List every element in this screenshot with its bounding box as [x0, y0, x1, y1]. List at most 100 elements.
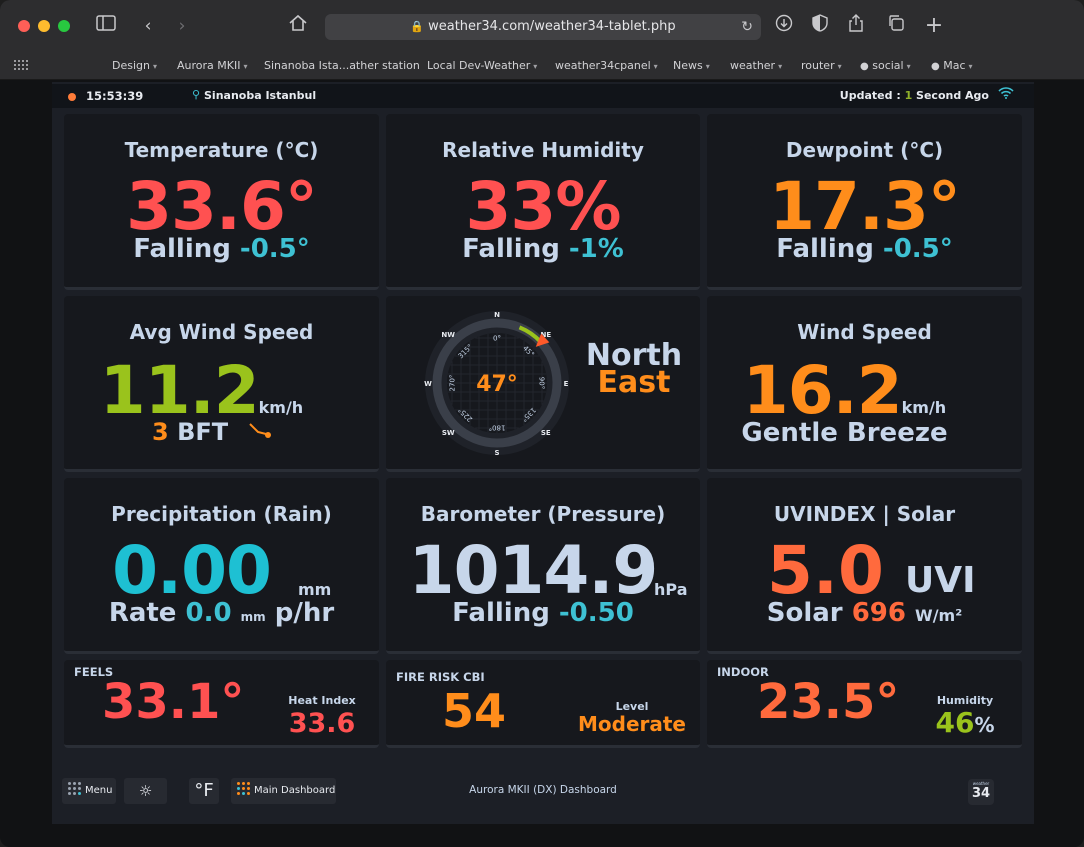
status-dot-icon	[68, 93, 76, 101]
weather34-logo[interactable]: weather 34	[968, 779, 994, 805]
fire-risk-card[interactable]: FIRE RISK CBI 54 Level Moderate	[386, 660, 700, 748]
wifi-icon	[998, 87, 1014, 103]
compass-cardinal-nw: NW	[441, 331, 455, 339]
compass-cardinal-n: N	[494, 311, 500, 319]
barometer-card[interactable]: Barometer (Pressure) 1014.9 hPa Falling …	[386, 478, 700, 654]
temperature-value: 33.6°	[126, 168, 318, 245]
tabs-overview-icon[interactable]	[884, 14, 908, 38]
address-bar[interactable]: 🔒 weather34.com/weather34-tablet.php ↻	[325, 14, 761, 40]
compass-cardinal-ne: NE	[540, 331, 551, 339]
minimize-window-button[interactable]	[38, 20, 50, 32]
avg-wind-unit: km/h	[258, 398, 304, 417]
avg-wind-title: Avg Wind Speed	[129, 320, 314, 344]
bookmark-sinanoba[interactable]: Sinanoba Ista...ather station	[264, 59, 420, 72]
dewpoint-trend: Falling -0.5°	[776, 234, 953, 264]
main-dashboard-button[interactable]: Main Dashboard	[231, 778, 336, 804]
bookmark-social[interactable]: ● social ▾	[860, 59, 911, 72]
barometer-value: 1014.9	[408, 532, 659, 609]
compass-degree-0: 0°	[493, 335, 501, 343]
indoor-temp-value: 23.5°	[757, 674, 900, 730]
bookmark-aurora[interactable]: Aurora MKII ▾	[177, 59, 248, 72]
bookmark-router[interactable]: router ▾	[801, 59, 842, 72]
rain-unit: mm	[298, 580, 332, 599]
dewpoint-title: Dewpoint (°C)	[785, 138, 944, 162]
theme-toggle-button[interactable]: ☼	[124, 778, 167, 804]
heat-index-label: Heat Index	[288, 694, 356, 707]
downloads-icon[interactable]	[772, 14, 796, 38]
bookmarks-grid-icon[interactable]	[14, 60, 28, 73]
reload-icon[interactable]: ↻	[741, 19, 753, 35]
weather-dashboard: 15:53:39 ⚲ Sinanoba Istanbul Updated : 1…	[52, 82, 1034, 824]
compass-cardinal-e: E	[564, 380, 569, 388]
feels-title: FEELS	[74, 665, 114, 679]
bookmark-local-dev[interactable]: Local Dev-Weather ▾	[427, 59, 538, 72]
browser-toolbar: ‹ › 🔒 weather34.com/weather34-tablet.php …	[0, 0, 1084, 80]
wind-speed-card[interactable]: Wind Speed 16.2km/h Gentle Breeze	[707, 296, 1022, 472]
clock: 15:53:39	[86, 89, 144, 103]
fire-level-value: Moderate	[577, 712, 686, 736]
menu-button[interactable]: Menu	[62, 778, 116, 804]
sidebar-toggle-icon[interactable]	[94, 14, 118, 38]
humidity-card[interactable]: Relative Humidity 33% Falling -1%	[386, 114, 700, 290]
heat-index-value: 33.6	[288, 708, 356, 739]
wind-speed-unit: km/h	[901, 398, 947, 417]
fire-risk-title: FIRE RISK CBI	[396, 670, 485, 684]
sun-icon: ☼	[138, 782, 153, 800]
privacy-shield-icon[interactable]	[808, 14, 832, 38]
fire-level-label: Level	[615, 700, 649, 713]
back-arrow-icon[interactable]: ‹	[144, 16, 152, 36]
avg-wind-card[interactable]: Avg Wind Speed 11.2km/h 3 BFT	[64, 296, 379, 472]
rain-rate: Rate 0.0 mm p/hr	[108, 598, 335, 628]
uv-unit: UVI	[905, 560, 976, 601]
compass-center-degrees: 47°	[476, 372, 518, 397]
barometer-trend: Falling -0.50	[452, 598, 634, 628]
bookmark-mac[interactable]: ● Mac ▾	[931, 59, 973, 72]
humidity-trend: Falling -1%	[462, 234, 624, 264]
bookmark-cpanel[interactable]: weather34cpanel ▾	[555, 59, 658, 72]
updated-status: Updated : 1 Second Ago	[839, 89, 989, 102]
url-text: weather34.com/weather34-tablet.php	[428, 19, 676, 34]
rain-card[interactable]: Precipitation (Rain) 0.00 mm Rate 0.0 mm…	[64, 478, 379, 654]
compass-cardinal-se: SE	[541, 429, 551, 437]
share-icon[interactable]	[844, 14, 868, 38]
wind-description: Gentle Breeze	[741, 418, 948, 448]
fire-risk-value: 54	[442, 684, 507, 738]
wind-sock-icon	[248, 422, 274, 446]
beaufort-scale: 3 BFT	[152, 418, 229, 446]
unit-toggle-button[interactable]: °F	[189, 778, 219, 804]
barometer-title: Barometer (Pressure)	[420, 502, 666, 526]
new-tab-icon[interactable]: +	[924, 13, 944, 38]
bookmark-weather[interactable]: weather ▾	[730, 59, 783, 72]
close-window-button[interactable]	[18, 20, 30, 32]
zoom-window-button[interactable]	[58, 20, 70, 32]
dewpoint-card[interactable]: Dewpoint (°C) 17.3° Falling -0.5°	[707, 114, 1022, 290]
lock-icon: 🔒	[410, 20, 425, 33]
wind-speed-title: Wind Speed	[797, 320, 932, 344]
uv-title: UVINDEX | Solar	[773, 502, 956, 526]
forward-arrow-icon[interactable]: ›	[178, 16, 186, 36]
compass-degree-90: 90°	[538, 377, 546, 389]
rain-title: Precipitation (Rain)	[111, 502, 332, 526]
compass-degree-180: 180°	[489, 424, 506, 432]
dashboard-footer-title: Aurora MKII (DX) Dashboard	[469, 784, 617, 796]
humidity-value: 33%	[465, 168, 622, 245]
dashboard-dots-icon	[237, 782, 251, 796]
bookmark-news[interactable]: News ▾	[673, 59, 710, 72]
rain-value: 0.00	[112, 532, 272, 609]
temperature-card[interactable]: Temperature (°C) 33.6° Falling -0.5°	[64, 114, 379, 290]
wind-direction-pointer	[535, 333, 550, 347]
home-icon[interactable]	[286, 14, 310, 38]
wind-direction-card[interactable]: N NE E SE S SW W NW 0° 45° 90° 135° 180° 225° 270° 315…	[386, 296, 700, 472]
uv-value: 5.0	[767, 532, 884, 609]
solar-radiation: Solar 696 W/m²	[766, 598, 963, 628]
dewpoint-value: 17.3°	[769, 168, 961, 245]
compass-degree-270: 270°	[449, 375, 457, 392]
indoor-card[interactable]: INDOOR 23.5° Humidity 46%	[707, 660, 1022, 748]
temperature-trend: Falling -0.5°	[133, 234, 310, 264]
feels-like-card[interactable]: FEELS 33.1° Heat Index 33.6	[64, 660, 379, 748]
uv-card[interactable]: UVINDEX | Solar 5.0 UVI Solar 696 W/m²	[707, 478, 1022, 654]
bookmark-design[interactable]: Design ▾	[112, 59, 157, 72]
compass-cardinal-s: S	[494, 449, 499, 457]
